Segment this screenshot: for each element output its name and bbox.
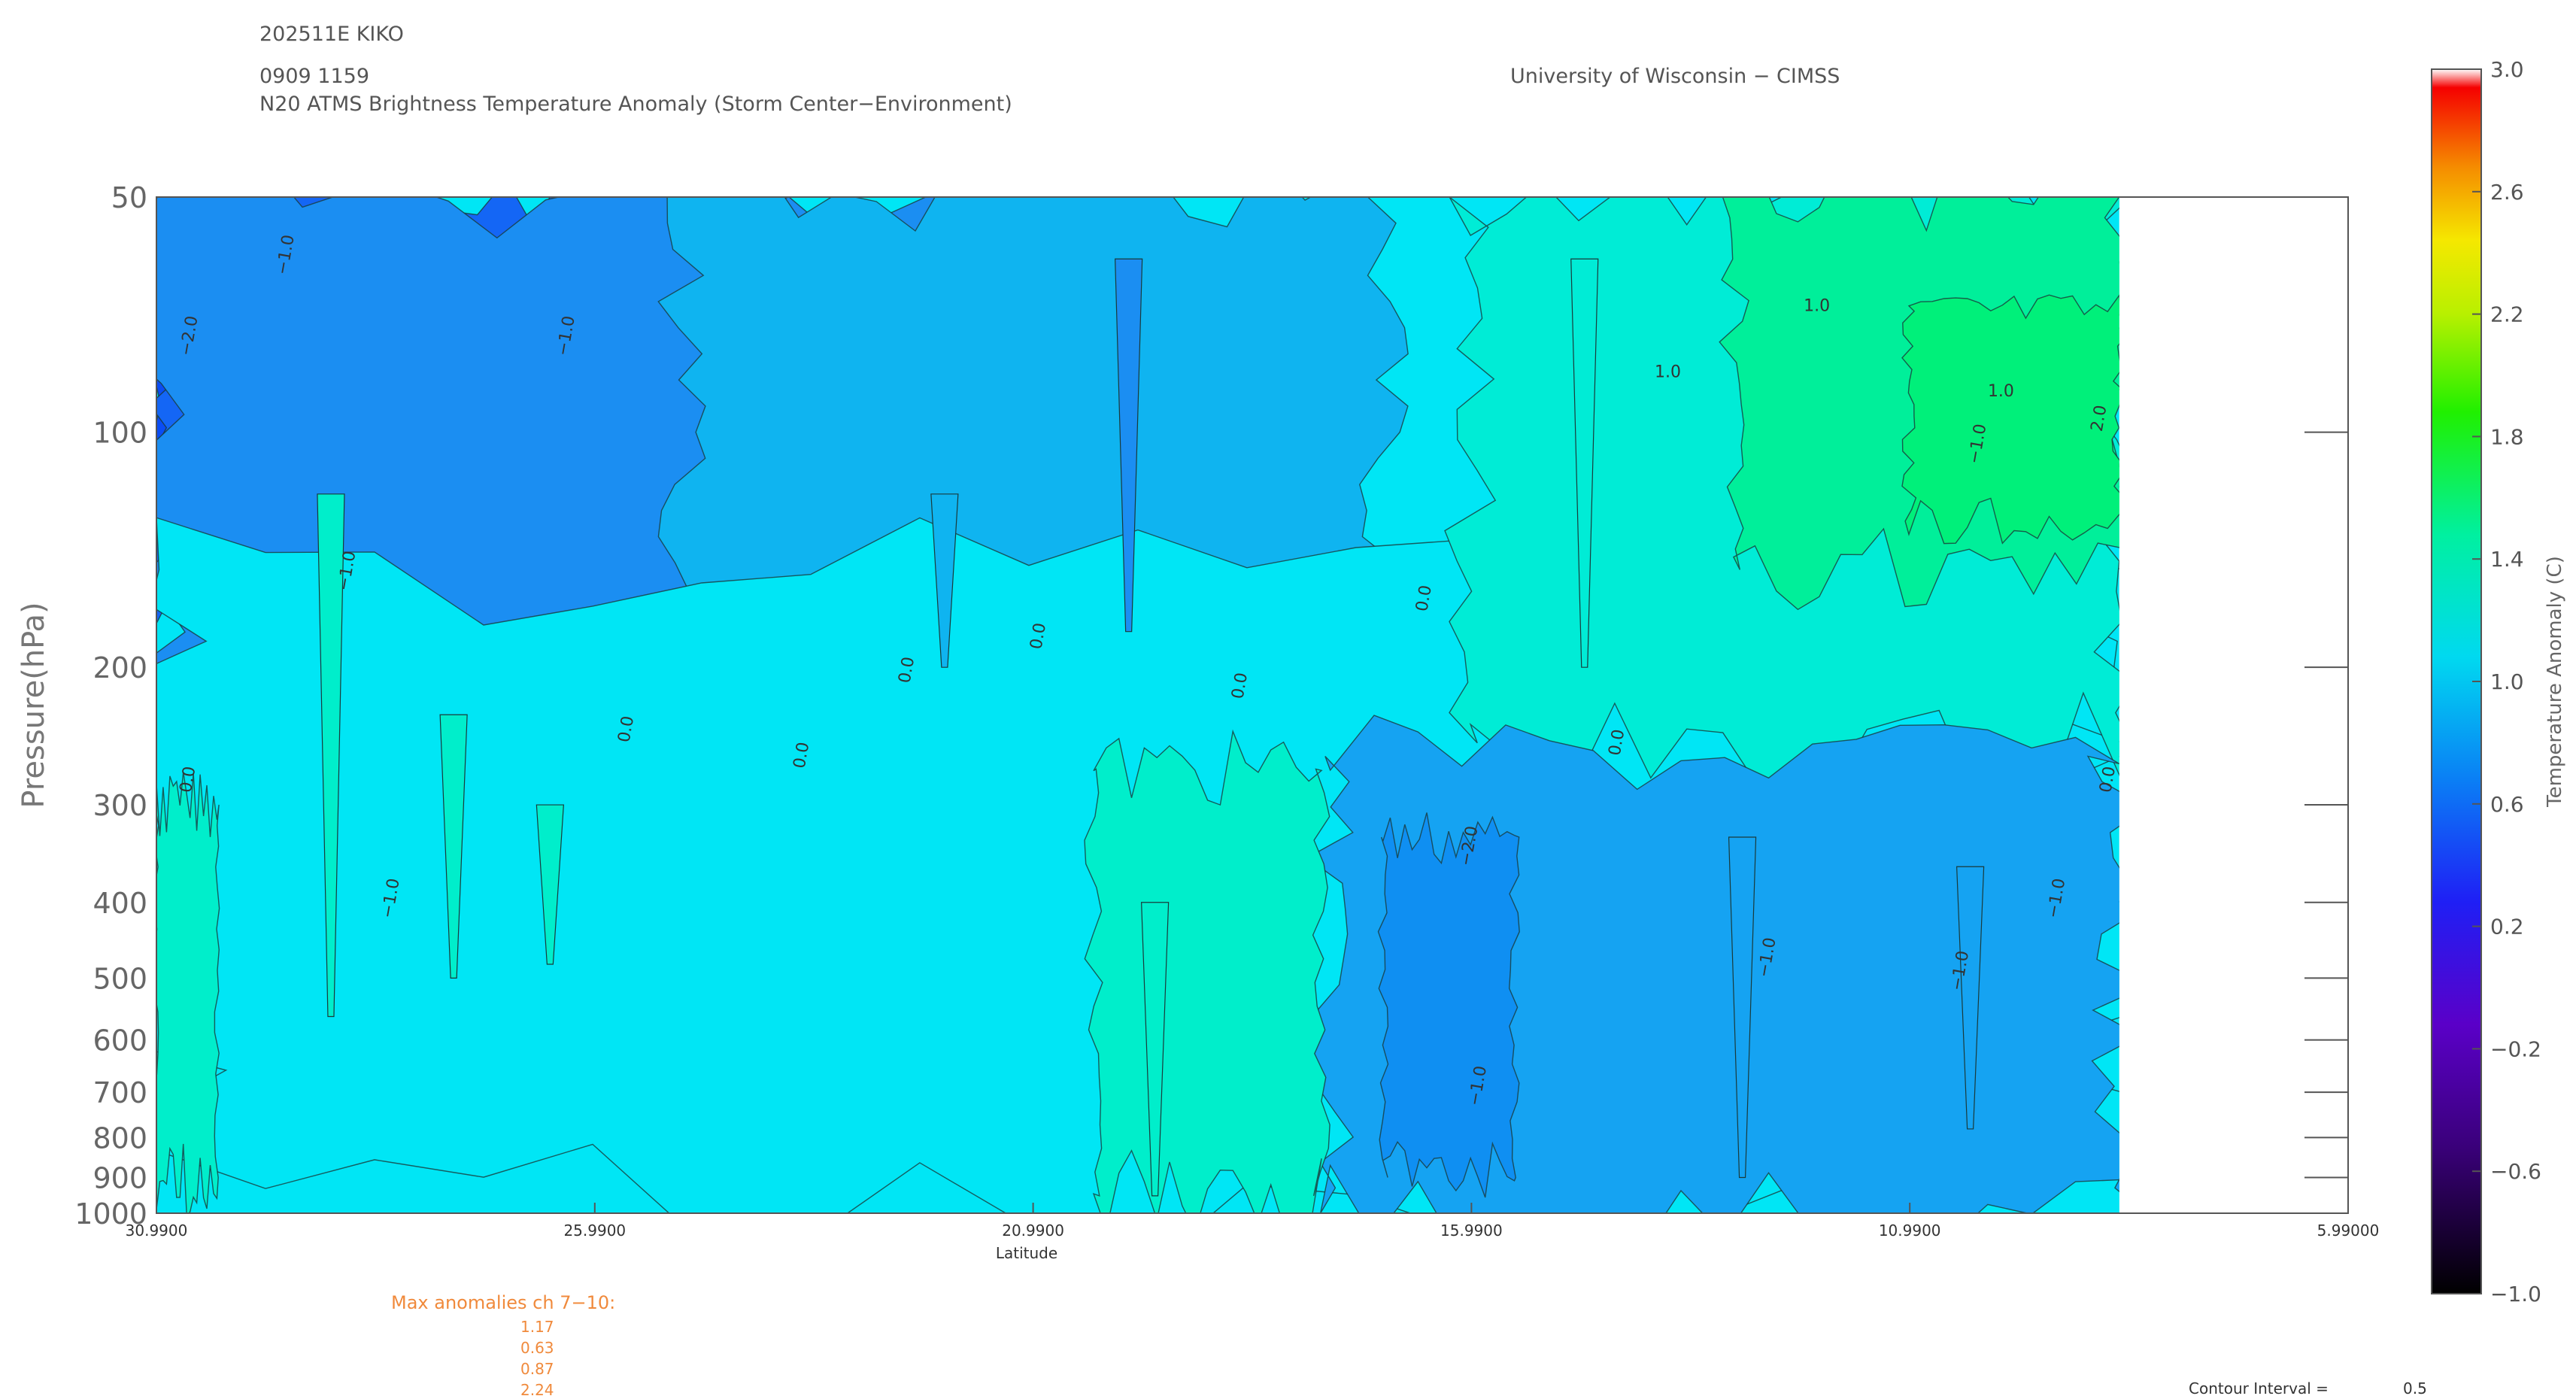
colorbar-tick-label: 1.4 [2490,547,2524,572]
contour-label: 0.0 [1412,584,1436,613]
colorbar-tick-label: 1.0 [2490,669,2524,694]
contour-region-9 [1377,812,1520,1198]
contour-label: 0.0 [790,741,814,770]
y-tick-label: 700 [93,1076,147,1109]
plot-frame [156,196,2349,1214]
contour-spike-4 [1728,836,1757,1179]
y-tick-label: 100 [93,417,147,450]
y-tick-label: 50 [111,181,147,214]
colorbar-tick-label: 0.2 [2490,915,2524,939]
colorbar-title: Temperature Anomaly (C) [2544,556,2566,808]
contour-label: 2.0 [2088,404,2111,433]
contour-region-10 [1084,729,1330,1213]
max-anomaly-ch7: 1.17 [520,1318,554,1336]
storm-id: 202511E KIKO [259,23,404,46]
colorbar-tick-label: −0.6 [2490,1159,2541,1184]
contour-spike-3 [1140,902,1170,1197]
max-anomaly-ch9: 0.87 [520,1360,554,1378]
x-axis-title: Latitude [996,1244,1057,1262]
contour-spike-6 [1115,258,1143,633]
colorbar: 3.0 2.6 2.2 1.8 1.4 1.0 0.6 0.2 −0.2 −0.6 −1.0 Temp… [2431,57,2566,1306]
contour-interval-value: 0.5 [2403,1379,2427,1397]
y-tick-label: 400 [93,887,147,920]
contour-field [156,197,2119,1213]
contour-label: 1.0 [1804,297,1830,316]
max-anomalies-title: Max anomalies ch 7−10: [391,1292,616,1313]
contour-label: 1.0 [1655,363,1681,381]
y-tick-label: 300 [93,789,147,822]
contour-label: 1.0 [1988,382,2014,401]
colorbar-tick-label: −0.2 [2490,1036,2541,1061]
contour-label: 0.0 [896,655,919,684]
x-tick-label: 20.9900 [1002,1221,1064,1240]
contour-label: 0.0 [615,715,639,744]
contour-label: 0.0 [1228,671,1252,700]
contour-spike-5 [1956,866,1985,1130]
y-tick-label: 200 [93,651,147,684]
contour-spike-8 [1570,258,1599,668]
x-tick-label: 10.9900 [1879,1221,1941,1240]
x-tick-label: 30.9900 [126,1221,188,1240]
max-anomaly-ch8: 0.63 [520,1339,554,1357]
y-axis-title: Pressure(hPa) [17,602,51,808]
contour-spike-7 [930,493,959,668]
contour-spike-1 [439,714,468,979]
contour-region-7 [1901,294,2119,545]
date-time: 0909 1159 [259,65,370,88]
y-tick-label: 600 [93,1024,147,1058]
contour-label: 0.0 [177,765,200,794]
contour-spike-0 [317,493,345,1018]
contour-spike-2 [536,804,564,965]
colorbar-tick-label: 3.0 [2490,57,2524,82]
colorbar-tick-label: 1.8 [2490,424,2524,449]
colorbar-tick-label: 2.2 [2490,302,2524,327]
contour-interval-label: Contour Interval = [2189,1379,2329,1397]
x-tick-label: 15.9900 [1440,1221,1503,1240]
y-tick-label: 500 [93,962,147,995]
x-tick-label: 5.99000 [2317,1221,2380,1240]
contour-label: 0.0 [2096,765,2119,794]
y-tick-label: 900 [93,1161,147,1194]
max-anomaly-ch10: 2.24 [520,1381,554,1399]
colorbar-tick-label: 2.6 [2490,180,2524,205]
institution-label: University of Wisconsin − CIMSS [1510,65,1840,88]
x-tick-label: 25.9900 [563,1221,626,1240]
colorbar-tick-label: 0.6 [2490,792,2524,817]
contour-region-11 [156,772,220,1213]
contour-label: 0.0 [1027,621,1050,651]
product-title: N20 ATMS Brightness Temperature Anomaly … [259,93,1012,116]
y-tick-label: 800 [93,1121,147,1155]
y-tick-label: 1000 [74,1197,147,1231]
contour-label: 0.0 [1606,728,1629,757]
colorbar-tick-label: −1.0 [2490,1282,2541,1306]
